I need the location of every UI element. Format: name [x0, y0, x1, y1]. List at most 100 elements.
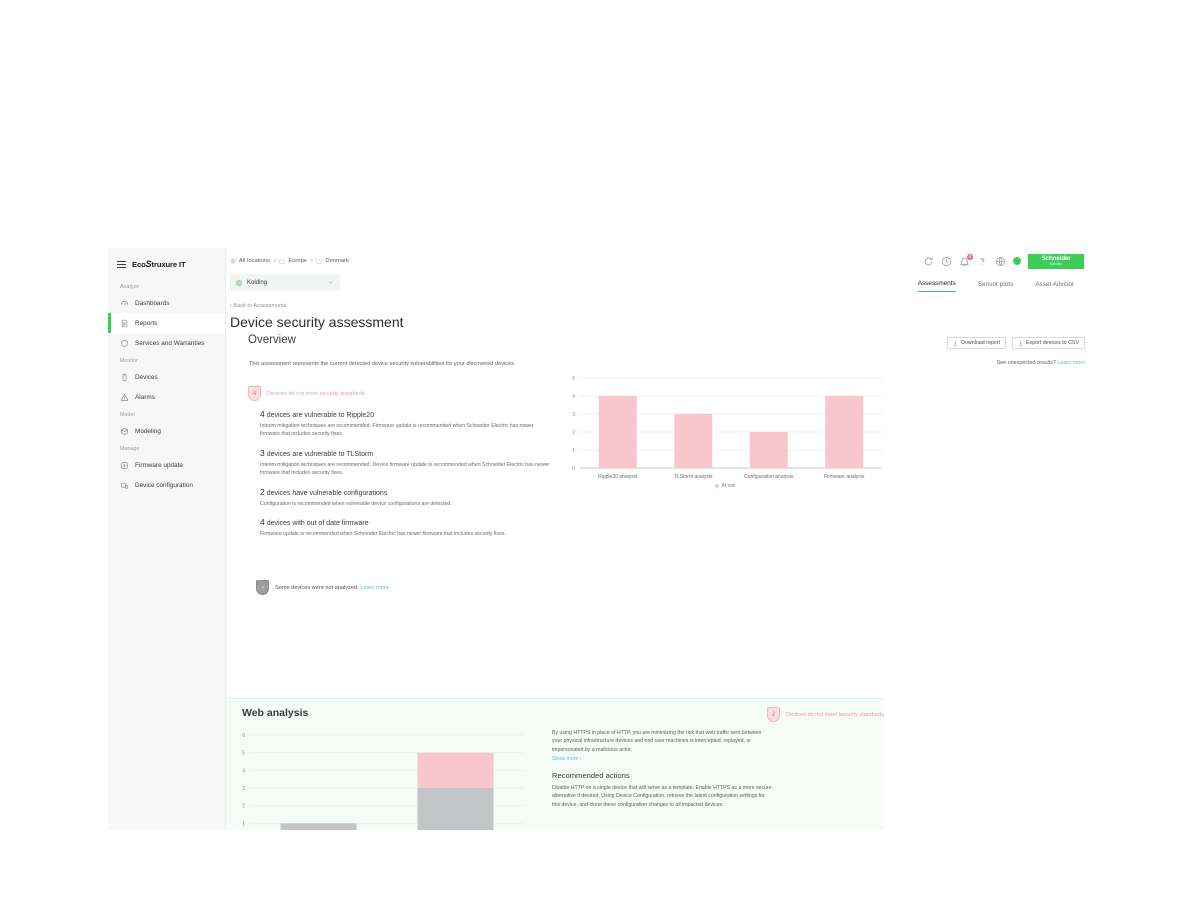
page-title: Device security assessment: [230, 314, 404, 330]
finding-title: devices have vulnerable configurations: [266, 489, 388, 497]
sidebar-item-label: Device configuration: [135, 481, 193, 489]
svg-text:Configuration analysis: Configuration analysis: [744, 474, 794, 480]
sidebar-item-device-configuration[interactable]: Device configuration: [108, 475, 225, 495]
unexpected-results-text: See unexpected results?: [996, 360, 1056, 366]
sidebar: EcoStruxure IT Analyze Dashboards Reports S…: [108, 248, 226, 830]
not-analyzed-notice: Some devices were not analyzed. Learn mo…: [256, 580, 389, 595]
services-icon: [120, 339, 129, 348]
refresh-icon[interactable]: [923, 256, 934, 267]
export-csv-label: Export devices to CSV: [1026, 340, 1079, 346]
finding-item: 3 devices are vulnerable to TLStorm Inte…: [260, 448, 550, 478]
finding-count: 4: [260, 409, 265, 419]
svg-text:5: 5: [572, 376, 575, 382]
back-to-assessments-link[interactable]: ‹ Back to Assessments: [230, 303, 287, 309]
sidebar-item-alarms[interactable]: Alarms: [108, 387, 225, 407]
findings-list: 4 devices are vulnerable to Ripple20 Int…: [260, 409, 550, 548]
breadcrumb-item-1[interactable]: Europe: [288, 258, 308, 264]
tab-assessments[interactable]: Assessments: [917, 280, 956, 292]
report-icon: [120, 319, 129, 328]
hamburger-menu-icon[interactable]: [117, 260, 126, 268]
brand-suffix: truxure IT: [151, 260, 186, 269]
svg-text:Ripple20 analysis: Ripple20 analysis: [598, 474, 638, 480]
svg-text:0: 0: [572, 466, 575, 472]
legend-label: At risk: [721, 483, 736, 489]
breadcrumb-separator-1: >: [310, 258, 314, 264]
tab-asset-advisor[interactable]: Asset Advisor: [1035, 281, 1074, 288]
svg-text:1: 1: [572, 448, 575, 454]
schneider-electric-logo[interactable]: Schneider Electric: [1028, 253, 1084, 269]
shield-icon: 2: [767, 707, 781, 722]
download-report-button[interactable]: Download report: [947, 337, 1006, 349]
finding-count: 4: [260, 517, 265, 528]
show-more-link[interactable]: Show more ›: [552, 755, 582, 762]
sidebar-group-label-model: Model: [120, 412, 135, 418]
sidebar-item-devices[interactable]: Devices: [108, 367, 225, 387]
export-csv-button[interactable]: Export devices to CSV: [1012, 337, 1085, 349]
web-analysis-panel: Web analysis 2 Devices do not meet secur…: [226, 698, 884, 830]
finding-description: Firmware update is recommended when Schn…: [260, 531, 506, 538]
sidebar-item-label: Firmware update: [135, 461, 183, 469]
sidebar-item-reports[interactable]: Reports: [108, 313, 225, 333]
shield-badge-label: Devices do not meet security standards: [267, 390, 365, 397]
sidebar-item-modeling[interactable]: Modeling: [108, 421, 225, 441]
not-analyzed-learn-more-link[interactable]: Learn more: [360, 584, 389, 591]
brand-s-mark: S: [145, 259, 152, 269]
globe-icon[interactable]: [995, 256, 1006, 267]
svg-text:3: 3: [242, 786, 245, 792]
alarm-icon: [120, 393, 129, 402]
content-area: Overview Download report Export devices …: [226, 334, 1088, 830]
not-analyzed-text: Some devices were not analyzed.: [275, 584, 359, 591]
sidebar-item-services-and-warranties[interactable]: Services and Warranties: [108, 333, 225, 353]
finding-count: 2: [260, 486, 265, 497]
finding-description: Interim mitigation techniques are recomm…: [260, 423, 534, 438]
sidebar-group-label-analyze: Analyze: [120, 284, 140, 290]
svg-text:2: 2: [572, 430, 575, 436]
shield-count: 2: [771, 711, 776, 718]
web-analysis-status-badge: 2 Devices do not meet security standards: [767, 707, 884, 722]
sidebar-item-label: Alarms: [135, 393, 155, 401]
location-select[interactable]: Kolding: [230, 274, 340, 291]
sidebar-item-firmware-update[interactable]: Firmware update: [108, 455, 225, 475]
shield-exclamation-icon: [256, 580, 269, 595]
sidebar-item-dashboards[interactable]: Dashboards: [108, 293, 225, 313]
topbar: 4 Schneider Electric: [923, 248, 1088, 274]
overview-title: Overview: [248, 334, 296, 346]
svg-text:5: 5: [242, 751, 245, 757]
not-analyzed-text-wrap: Some devices were not analyzed. Learn mo…: [275, 585, 389, 591]
brand-header: EcoStruxure IT: [108, 254, 225, 279]
clock-icon[interactable]: [941, 256, 952, 267]
download-icon: [1018, 341, 1023, 346]
legend-item[interactable]: At risk: [714, 483, 736, 489]
breadcrumb-item-2[interactable]: Denmark: [325, 258, 349, 264]
unexpected-results-note: See unexpected results? Learn more: [997, 360, 1085, 366]
notification-badge: 4: [966, 253, 973, 260]
sidebar-item-label: Reports: [135, 319, 158, 327]
sidebar-item-label: Dashboards: [135, 299, 170, 307]
recommended-actions-text: Disable HTTP on a single device that wil…: [552, 784, 772, 808]
shield-count: 4: [252, 390, 257, 397]
breadcrumb-item-0[interactable]: All locations: [239, 258, 270, 264]
finding-count: 3: [260, 447, 265, 458]
tab-sensor-plots[interactable]: Sensor plots: [977, 281, 1014, 288]
sidebar-item-label: Services and Warranties: [135, 339, 205, 347]
web-analysis-bar-chart[interactable]: 6543210RPDUUPSNot analyzedAt risk: [234, 729, 534, 830]
web-analysis-description: By using HTTPS in place of HTTP, you are…: [552, 730, 762, 753]
logo-line-2: Electric: [1049, 261, 1063, 266]
modeling-icon: [120, 427, 129, 436]
status-indicator-dot[interactable]: [1013, 257, 1021, 265]
application-window: EcoStruxure IT Analyze Dashboards Reports S…: [108, 248, 1088, 830]
legend-swatch: [714, 484, 719, 488]
finding-description: Configuration is recommended when vulner…: [260, 500, 452, 507]
help-icon[interactable]: [977, 256, 988, 267]
finding-item: 4 devices with out of date firmware Firm…: [260, 517, 550, 538]
notification-bell-icon[interactable]: 4: [959, 253, 973, 267]
overview-bar-chart[interactable]: 5 4 3 2 1 0 Ripple20 analysis TLStorm analysis C…: [564, 372, 886, 489]
unexpected-results-learn-more-link[interactable]: Learn more: [1057, 360, 1085, 366]
sidebar-item-label: Modeling: [135, 427, 161, 435]
web-analysis-title: Web analysis: [242, 707, 309, 719]
svg-text:Firmware analysis: Firmware analysis: [824, 474, 865, 480]
recommended-actions-title: Recommended actions: [552, 770, 630, 780]
overview-status-badge: 4 Devices do not meet security standards: [248, 386, 365, 401]
main-content: 4 Schneider Electric All locations >: [226, 248, 1088, 830]
sidebar-item-label: Devices: [135, 373, 158, 381]
